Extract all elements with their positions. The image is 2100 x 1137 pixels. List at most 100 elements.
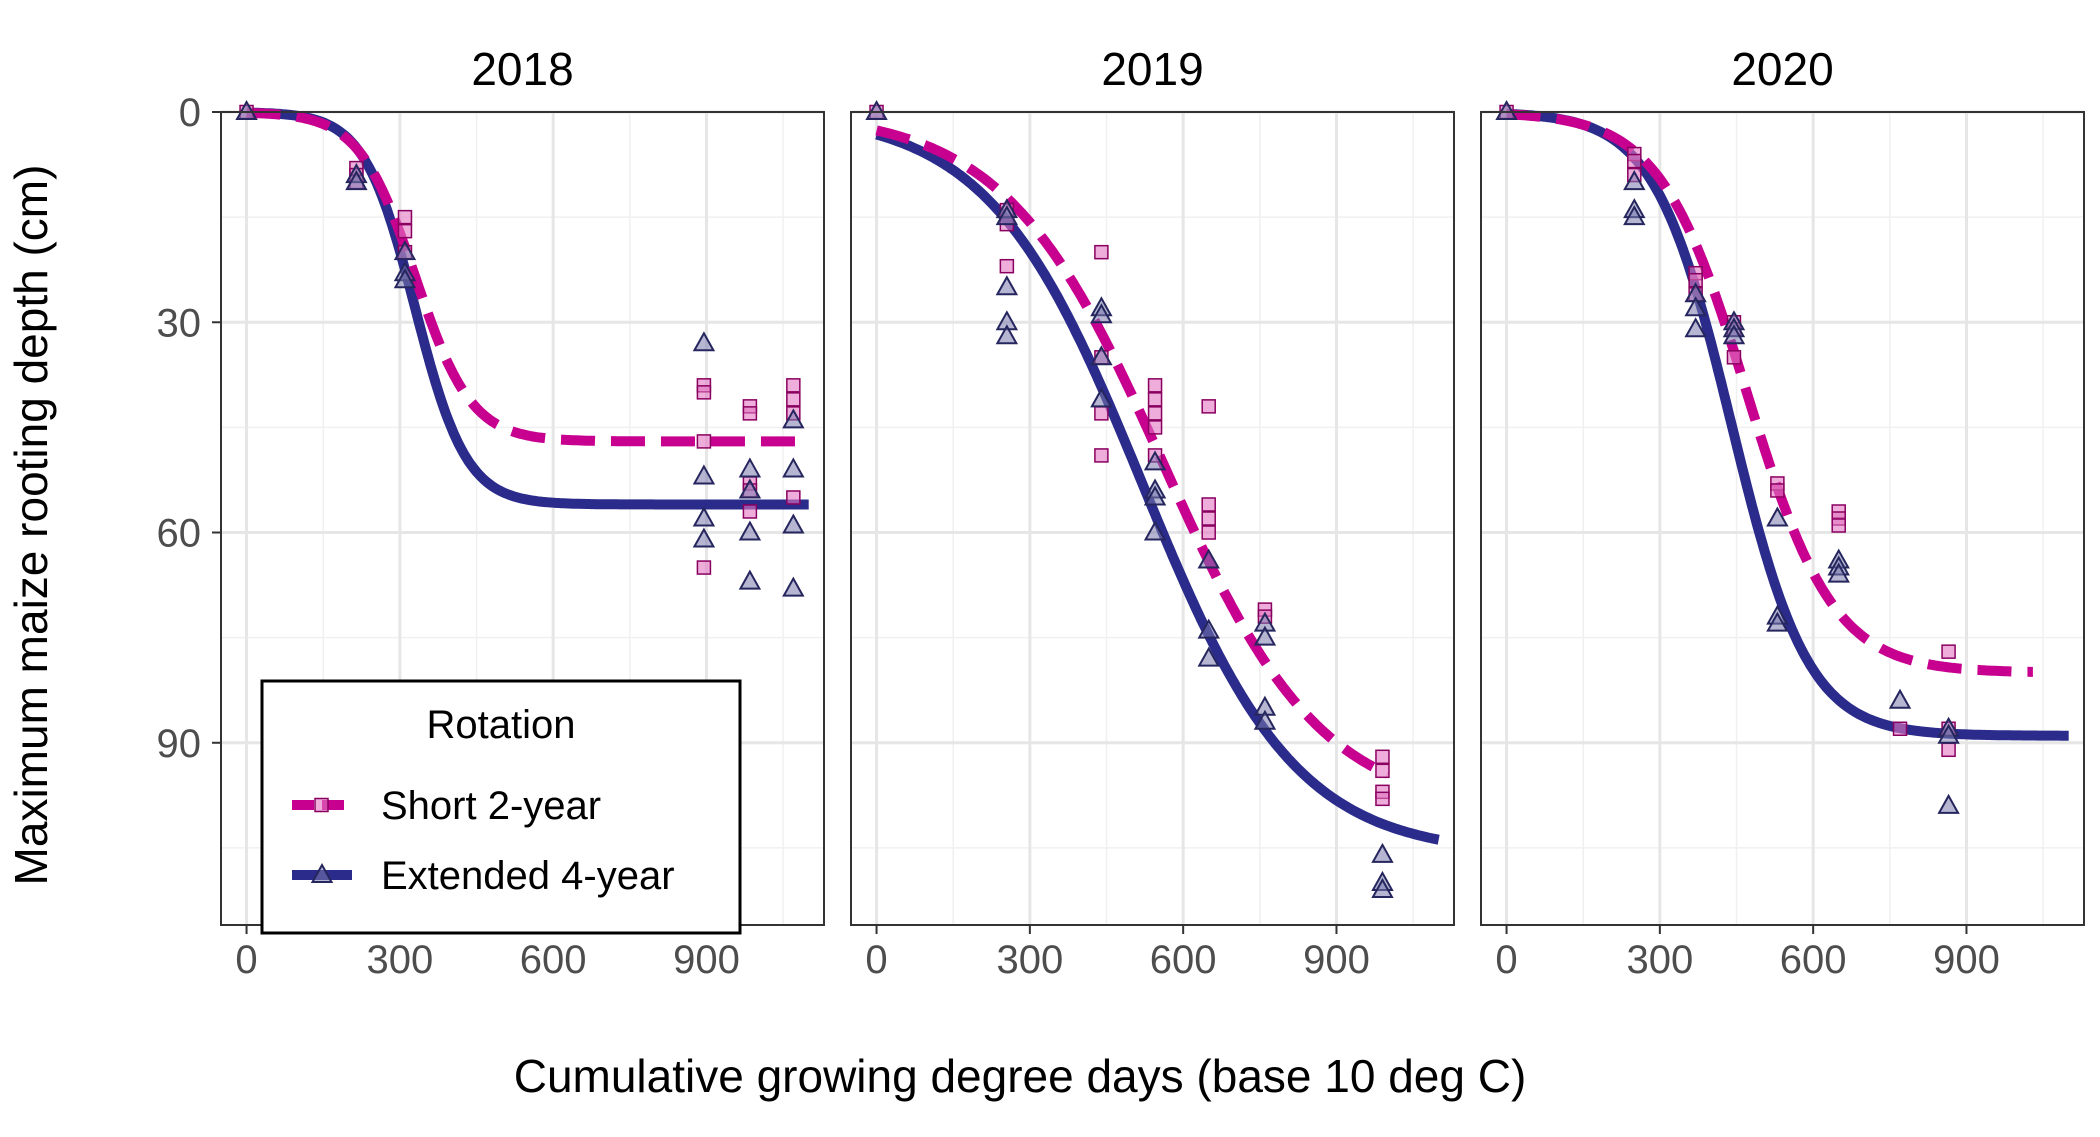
fit-line-extended-4-year bbox=[1504, 108, 2072, 741]
data-point-short-2-year bbox=[1094, 448, 1109, 463]
fit-line-short-2-year bbox=[244, 107, 812, 447]
data-point-extended-4-year bbox=[235, 99, 258, 120]
data-point-extended-4-year bbox=[345, 170, 368, 191]
data-point-short-2-year bbox=[1831, 518, 1846, 533]
data-point-extended-4-year bbox=[995, 275, 1019, 296]
data-point-extended-4-year bbox=[738, 569, 762, 590]
data-point-short-2-year bbox=[1375, 763, 1390, 779]
data-point-extended-4-year bbox=[738, 457, 762, 478]
data-point-extended-4-year bbox=[1371, 877, 1394, 898]
legend-square-marker bbox=[314, 797, 329, 813]
fit-line-extended-4-year bbox=[244, 107, 812, 510]
panel-border bbox=[1480, 111, 2085, 926]
y-tick-label: 30 bbox=[157, 301, 202, 345]
x-tick-label: 0 bbox=[865, 938, 887, 982]
data-point-extended-4-year bbox=[782, 513, 805, 534]
data-point-extended-4-year bbox=[692, 506, 716, 527]
facet-title: 2018 bbox=[471, 43, 573, 95]
data-point-short-2-year bbox=[786, 490, 801, 505]
data-point-extended-4-year bbox=[1197, 618, 1220, 639]
data-point-extended-4-year bbox=[692, 527, 716, 548]
data-point-extended-4-year bbox=[782, 457, 805, 478]
data-point-extended-4-year bbox=[782, 576, 805, 597]
x-tick-label: 0 bbox=[235, 938, 257, 982]
legend-label: Short 2-year bbox=[381, 784, 601, 828]
data-point-extended-4-year bbox=[738, 520, 762, 541]
data-point-short-2-year bbox=[786, 392, 801, 407]
data-point-short-2-year bbox=[1627, 153, 1642, 169]
panel-border bbox=[850, 111, 1455, 926]
data-point-short-2-year bbox=[999, 258, 1015, 274]
fit-line-short-2-year bbox=[874, 125, 1390, 779]
data-point-extended-4-year bbox=[1253, 709, 1277, 730]
data-point-extended-4-year bbox=[1143, 485, 1167, 506]
data-point-short-2-year bbox=[1147, 378, 1163, 393]
data-point-extended-4-year bbox=[692, 331, 716, 352]
data-point-short-2-year bbox=[1941, 644, 1956, 659]
data-point-short-2-year bbox=[1094, 244, 1109, 260]
data-point-short-2-year bbox=[1094, 406, 1109, 421]
data-point-extended-4-year bbox=[1495, 99, 1518, 120]
x-tick-label: 300 bbox=[1626, 938, 1693, 982]
y-tick-label: 0 bbox=[179, 91, 201, 135]
data-point-short-2-year bbox=[1201, 525, 1216, 540]
x-tick-label: 0 bbox=[1495, 938, 1517, 982]
data-point-short-2-year bbox=[1201, 497, 1216, 512]
y-tick-label: 90 bbox=[157, 722, 202, 766]
x-tick-label: 300 bbox=[366, 938, 433, 982]
data-point-short-2-year bbox=[397, 209, 413, 225]
data-point-extended-4-year bbox=[1684, 317, 1707, 338]
y-axis-label: Maximum maize rooting depth (cm) bbox=[5, 165, 57, 886]
data-point-short-2-year bbox=[1147, 406, 1163, 421]
legend-key-extended-4-year: Extended 4-year bbox=[292, 854, 675, 898]
legend-label: Extended 4-year bbox=[381, 854, 675, 898]
facet-panel-2019: 2019 0 300 600 900 bbox=[850, 43, 1455, 982]
fit-line-short-2-year bbox=[1504, 109, 2036, 677]
x-tick-label: 600 bbox=[520, 938, 587, 982]
data-point-short-2-year bbox=[1941, 742, 1956, 758]
data-point-extended-4-year bbox=[1937, 723, 1960, 744]
data-point-extended-4-year bbox=[865, 99, 888, 120]
data-point-extended-4-year bbox=[1766, 611, 1789, 632]
data-point-short-2-year bbox=[1147, 392, 1163, 407]
facet-title: 2020 bbox=[1731, 43, 1833, 95]
data-point-extended-4-year bbox=[1937, 793, 1960, 814]
data-point-short-2-year bbox=[1375, 749, 1390, 765]
legend-key-short-2-year: Short 2-year bbox=[292, 784, 601, 828]
x-tick-label: 600 bbox=[1150, 938, 1217, 982]
x-tick-label: 600 bbox=[1780, 938, 1847, 982]
data-point-extended-4-year bbox=[995, 324, 1019, 345]
y-tick-label: 60 bbox=[157, 512, 202, 556]
facet-title: 2019 bbox=[1101, 43, 1203, 95]
data-point-extended-4-year bbox=[1623, 205, 1646, 226]
data-point-short-2-year bbox=[1147, 420, 1163, 435]
data-point-extended-4-year bbox=[1143, 520, 1167, 541]
data-point-short-2-year bbox=[1892, 721, 1908, 737]
data-point-extended-4-year bbox=[1253, 625, 1277, 646]
data-point-short-2-year bbox=[742, 406, 758, 421]
data-point-extended-4-year bbox=[782, 408, 805, 429]
data-point-extended-4-year bbox=[1090, 345, 1113, 366]
x-tick-label: 900 bbox=[1303, 938, 1370, 982]
data-point-extended-4-year bbox=[1766, 506, 1789, 527]
x-tick-label: 900 bbox=[673, 938, 740, 982]
legend-title: Rotation bbox=[427, 703, 576, 747]
data-point-short-2-year bbox=[786, 378, 801, 393]
data-point-extended-4-year bbox=[1371, 842, 1394, 863]
data-point-extended-4-year bbox=[1197, 548, 1220, 569]
data-point-short-2-year bbox=[696, 385, 712, 400]
legend-triangle-marker bbox=[310, 862, 334, 883]
data-point-extended-4-year bbox=[1827, 562, 1850, 583]
data-point-short-2-year bbox=[742, 504, 758, 519]
data-point-extended-4-year bbox=[393, 268, 417, 289]
data-point-extended-4-year bbox=[1722, 324, 1746, 345]
x-tick-label: 300 bbox=[996, 938, 1063, 982]
data-point-extended-4-year bbox=[738, 478, 762, 499]
data-point-short-2-year bbox=[1201, 399, 1216, 414]
data-point-short-2-year bbox=[1726, 350, 1742, 365]
data-point-short-2-year bbox=[1375, 791, 1390, 807]
facet-panel-2020: 2020 0 300 600 900 bbox=[1480, 43, 2085, 982]
data-point-short-2-year bbox=[1770, 483, 1785, 498]
gridlines bbox=[1481, 110, 2084, 925]
